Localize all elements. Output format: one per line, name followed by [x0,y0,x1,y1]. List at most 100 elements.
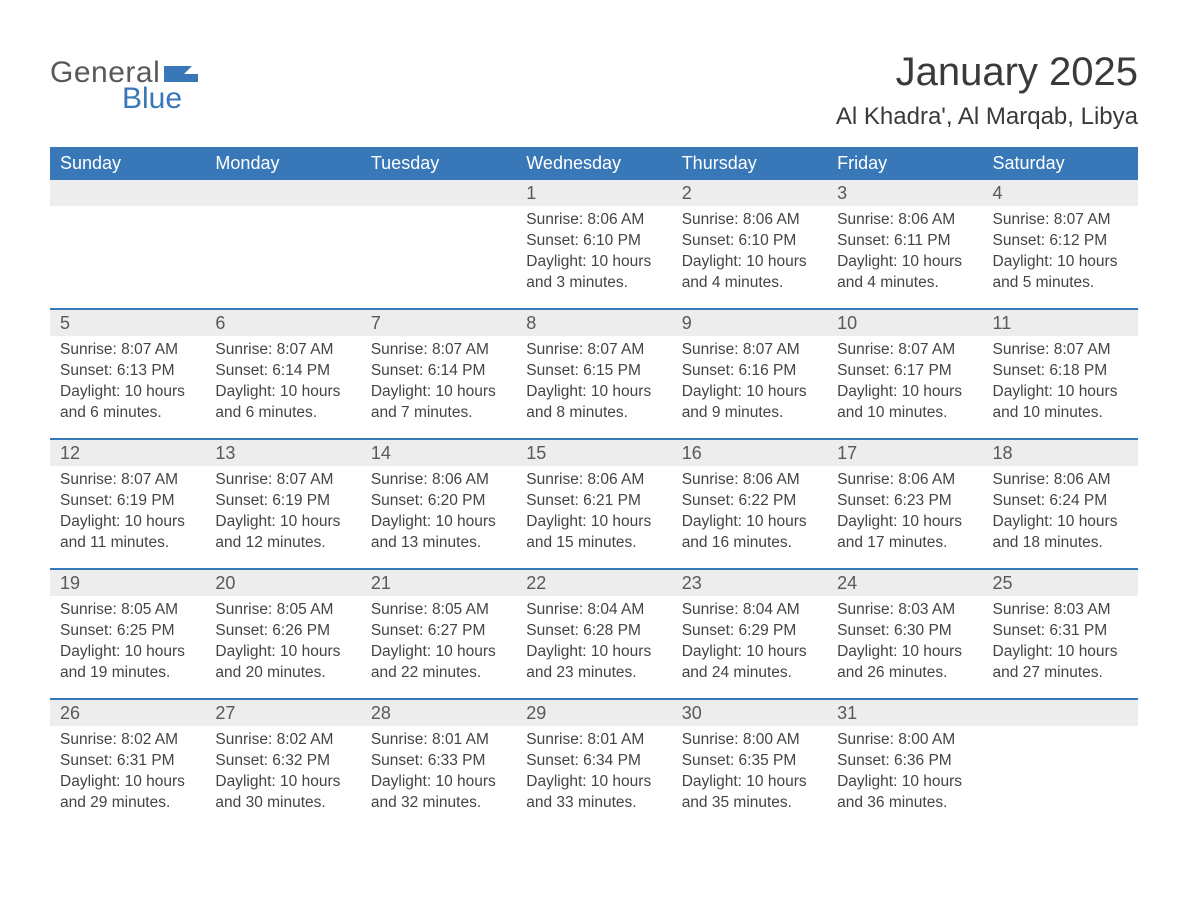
sunset-text: Sunset: 6:12 PM [993,231,1128,252]
sunrise-text: Sunrise: 8:01 AM [371,730,506,751]
day-number [205,180,360,206]
sunrise-text: Sunrise: 8:06 AM [993,470,1128,491]
sunset-text: Sunset: 6:11 PM [837,231,972,252]
day-content: Sunrise: 8:07 AMSunset: 6:12 PMDaylight:… [983,206,1138,302]
day-number: 18 [983,440,1138,466]
title-block: January 2025 Al Khadra', Al Marqab, Liby… [836,50,1138,131]
day-number: 27 [205,700,360,726]
sunrise-text: Sunrise: 8:03 AM [993,600,1128,621]
daylight-text-2: and 4 minutes. [682,273,817,294]
daylight-text-1: Daylight: 10 hours [526,512,661,533]
day-number: 11 [983,310,1138,336]
header: General Blue January 2025 Al Khadra', Al… [50,50,1138,131]
logo-text-blue: Blue [122,82,198,116]
day-number: 4 [983,180,1138,206]
daylight-text-2: and 10 minutes. [993,403,1128,424]
daylight-text-1: Daylight: 10 hours [371,512,506,533]
daylight-text-2: and 6 minutes. [215,403,350,424]
logo: General Blue [50,56,198,116]
sunrise-text: Sunrise: 8:05 AM [215,600,350,621]
calendar-week-row: 1Sunrise: 8:06 AMSunset: 6:10 PMDaylight… [50,180,1138,309]
sunset-text: Sunset: 6:28 PM [526,621,661,642]
sunset-text: Sunset: 6:25 PM [60,621,195,642]
daylight-text-1: Daylight: 10 hours [682,252,817,273]
calendar-day-cell: 30Sunrise: 8:00 AMSunset: 6:35 PMDayligh… [672,699,827,828]
sunrise-text: Sunrise: 8:06 AM [526,470,661,491]
day-number: 17 [827,440,982,466]
day-content: Sunrise: 8:05 AMSunset: 6:26 PMDaylight:… [205,596,360,692]
daylight-text-1: Daylight: 10 hours [215,642,350,663]
day-number: 19 [50,570,205,596]
sunset-text: Sunset: 6:33 PM [371,751,506,772]
day-number: 15 [516,440,671,466]
sunset-text: Sunset: 6:26 PM [215,621,350,642]
sunrise-text: Sunrise: 8:05 AM [60,600,195,621]
calendar-day-cell: 21Sunrise: 8:05 AMSunset: 6:27 PMDayligh… [361,569,516,699]
calendar-day-cell: 18Sunrise: 8:06 AMSunset: 6:24 PMDayligh… [983,439,1138,569]
daylight-text-2: and 12 minutes. [215,533,350,554]
daylight-text-2: and 4 minutes. [837,273,972,294]
calendar-week-row: 5Sunrise: 8:07 AMSunset: 6:13 PMDaylight… [50,309,1138,439]
daylight-text-1: Daylight: 10 hours [371,772,506,793]
daylight-text-2: and 23 minutes. [526,663,661,684]
sunset-text: Sunset: 6:16 PM [682,361,817,382]
sunrise-text: Sunrise: 8:07 AM [215,470,350,491]
month-title: January 2025 [836,50,1138,95]
calendar-day-cell: 7Sunrise: 8:07 AMSunset: 6:14 PMDaylight… [361,309,516,439]
location: Al Khadra', Al Marqab, Libya [836,103,1138,131]
daylight-text-2: and 11 minutes. [60,533,195,554]
sunrise-text: Sunrise: 8:07 AM [60,470,195,491]
calendar-day-cell: 23Sunrise: 8:04 AMSunset: 6:29 PMDayligh… [672,569,827,699]
sunset-text: Sunset: 6:19 PM [60,491,195,512]
calendar-day-cell: 13Sunrise: 8:07 AMSunset: 6:19 PMDayligh… [205,439,360,569]
calendar-day-cell: 28Sunrise: 8:01 AMSunset: 6:33 PMDayligh… [361,699,516,828]
calendar-day-cell: 15Sunrise: 8:06 AMSunset: 6:21 PMDayligh… [516,439,671,569]
weekday-header-row: Sunday Monday Tuesday Wednesday Thursday… [50,147,1138,180]
calendar-day-cell: 17Sunrise: 8:06 AMSunset: 6:23 PMDayligh… [827,439,982,569]
day-number: 14 [361,440,516,466]
sunset-text: Sunset: 6:31 PM [993,621,1128,642]
daylight-text-2: and 29 minutes. [60,793,195,814]
day-content: Sunrise: 8:06 AMSunset: 6:11 PMDaylight:… [827,206,982,302]
calendar-day-cell: 14Sunrise: 8:06 AMSunset: 6:20 PMDayligh… [361,439,516,569]
day-content: Sunrise: 8:06 AMSunset: 6:21 PMDaylight:… [516,466,671,562]
daylight-text-2: and 8 minutes. [526,403,661,424]
sunrise-text: Sunrise: 8:00 AM [682,730,817,751]
calendar-day-cell: 22Sunrise: 8:04 AMSunset: 6:28 PMDayligh… [516,569,671,699]
day-number: 23 [672,570,827,596]
day-content: Sunrise: 8:07 AMSunset: 6:19 PMDaylight:… [205,466,360,562]
daylight-text-1: Daylight: 10 hours [682,772,817,793]
sunrise-text: Sunrise: 8:02 AM [60,730,195,751]
day-number: 8 [516,310,671,336]
day-content: Sunrise: 8:03 AMSunset: 6:30 PMDaylight:… [827,596,982,692]
sunrise-text: Sunrise: 8:07 AM [993,340,1128,361]
daylight-text-2: and 17 minutes. [837,533,972,554]
daylight-text-1: Daylight: 10 hours [526,252,661,273]
daylight-text-2: and 9 minutes. [682,403,817,424]
calendar-day-cell: 24Sunrise: 8:03 AMSunset: 6:30 PMDayligh… [827,569,982,699]
calendar-day-cell: 19 Sunrise: 8:05 AMSunset: 6:25 PMDayligh… [50,569,205,699]
weekday-header: Wednesday [516,147,671,180]
weekday-header: Sunday [50,147,205,180]
daylight-text-1: Daylight: 10 hours [682,382,817,403]
weekday-header: Thursday [672,147,827,180]
sunrise-text: Sunrise: 8:07 AM [682,340,817,361]
sunset-text: Sunset: 6:23 PM [837,491,972,512]
daylight-text-1: Daylight: 10 hours [60,642,195,663]
calendar-day-cell: 11Sunrise: 8:07 AMSunset: 6:18 PMDayligh… [983,309,1138,439]
sunset-text: Sunset: 6:17 PM [837,361,972,382]
calendar-day-cell: 9Sunrise: 8:07 AMSunset: 6:16 PMDaylight… [672,309,827,439]
daylight-text-2: and 7 minutes. [371,403,506,424]
daylight-text-1: Daylight: 10 hours [215,382,350,403]
day-number: 31 [827,700,982,726]
day-number [361,180,516,206]
sunset-text: Sunset: 6:19 PM [215,491,350,512]
sunset-text: Sunset: 6:13 PM [60,361,195,382]
sunrise-text: Sunrise: 8:05 AM [371,600,506,621]
daylight-text-2: and 22 minutes. [371,663,506,684]
sunset-text: Sunset: 6:32 PM [215,751,350,772]
day-content: Sunrise: 8:06 AMSunset: 6:22 PMDaylight:… [672,466,827,562]
calendar-day-cell: 26Sunrise: 8:02 AMSunset: 6:31 PMDayligh… [50,699,205,828]
sunrise-text: Sunrise: 8:02 AM [215,730,350,751]
day-number [983,700,1138,726]
